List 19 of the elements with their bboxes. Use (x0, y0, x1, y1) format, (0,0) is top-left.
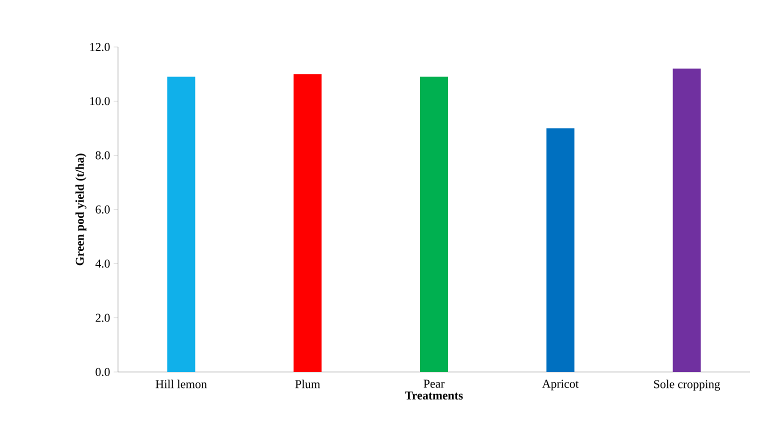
y-axis-title: Green pod yield (t/ha) (75, 154, 86, 266)
x-tick-label: Sole cropping (654, 380, 720, 391)
bar (167, 76, 196, 372)
bar (546, 128, 574, 372)
x-axis-title: Treatments (405, 392, 463, 400)
y-tick-label: 6.0 (96, 205, 110, 214)
y-tick-label: 2.0 (96, 314, 110, 322)
x-tick-label: Hill lemon (156, 380, 207, 388)
y-tick-label: 8.0 (96, 151, 110, 160)
x-tick-label: Plum (295, 380, 320, 388)
y-tick-label: 10.0 (90, 97, 110, 106)
y-tick-label: 4.0 (95, 260, 110, 268)
bar (672, 68, 701, 372)
bar (420, 76, 448, 372)
bar (294, 74, 322, 372)
y-tick-label: 12.0 (90, 42, 110, 52)
y-tick-label: 0.0 (96, 368, 110, 376)
x-tick-label: Apricot (542, 380, 579, 390)
x-tick-label: Pear (424, 380, 445, 388)
